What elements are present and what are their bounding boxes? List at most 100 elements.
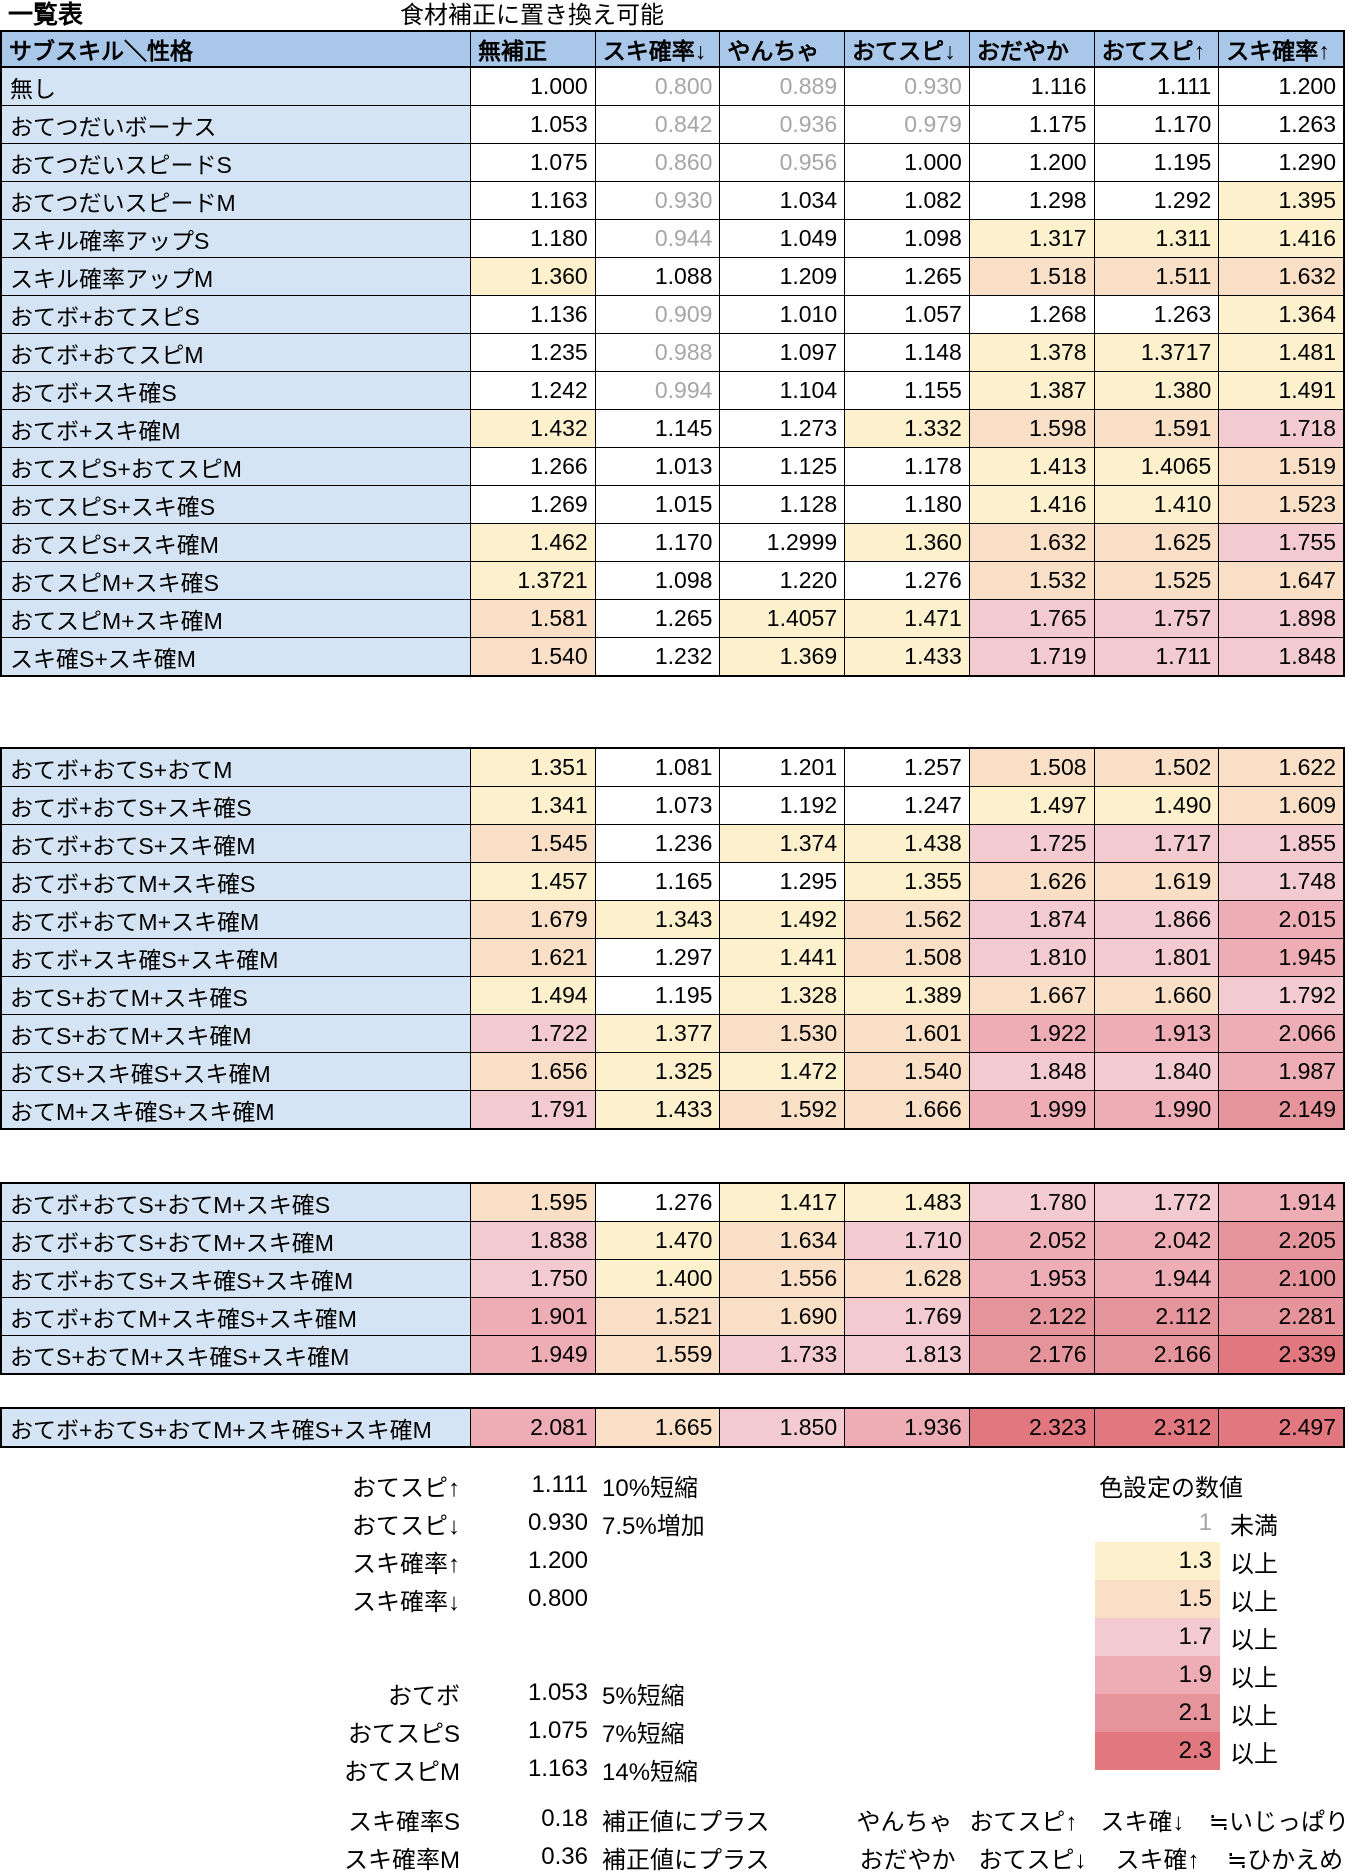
value-cell[interactable]: 1.377: [595, 1015, 720, 1052]
value-cell[interactable]: 1.341: [471, 787, 595, 824]
value-cell[interactable]: 0.930: [845, 68, 969, 105]
value-cell[interactable]: 1.725: [969, 825, 1094, 862]
value-cell[interactable]: 2.312: [1094, 1409, 1219, 1446]
value-cell[interactable]: 1.457: [471, 863, 595, 900]
value-cell[interactable]: 1.690: [720, 1298, 845, 1335]
value-cell[interactable]: 1.750: [471, 1260, 595, 1297]
value-cell[interactable]: 1.433: [595, 1091, 720, 1128]
value-cell[interactable]: 1.711: [1094, 638, 1219, 675]
value-cell[interactable]: 1.840: [1094, 1053, 1219, 1090]
value-cell[interactable]: 1.295: [720, 863, 845, 900]
value-cell[interactable]: 2.052: [969, 1222, 1094, 1259]
value-cell[interactable]: 1.666: [845, 1091, 969, 1128]
value-cell[interactable]: 1.332: [845, 410, 969, 447]
value-cell[interactable]: 1.780: [969, 1184, 1094, 1221]
value-cell[interactable]: 1.632: [969, 524, 1094, 561]
row-label-cell[interactable]: おてボ+スキ確S+スキ確M: [2, 939, 470, 976]
column-header-cell[interactable]: 無補正: [471, 32, 595, 66]
value-cell[interactable]: 1.098: [595, 562, 720, 599]
value-cell[interactable]: 1.945: [1219, 939, 1343, 976]
value-cell[interactable]: 1.400: [595, 1260, 720, 1297]
value-cell[interactable]: 1.263: [1094, 296, 1219, 333]
value-cell[interactable]: 1.192: [720, 787, 845, 824]
row-label-cell[interactable]: おてスピS+おてスピM: [2, 448, 470, 485]
value-cell[interactable]: 1.656: [471, 1053, 595, 1090]
value-cell[interactable]: 1.034: [720, 182, 845, 219]
row-label-cell[interactable]: おてボ+おてM+スキ確S: [2, 863, 470, 900]
value-cell[interactable]: 1.772: [1094, 1184, 1219, 1221]
value-cell[interactable]: 2.339: [1219, 1336, 1343, 1373]
column-header-cell[interactable]: おだやか: [969, 32, 1094, 66]
value-cell[interactable]: 1.380: [1094, 372, 1219, 409]
value-cell[interactable]: 0.944: [595, 220, 720, 257]
value-cell[interactable]: 1.325: [595, 1053, 720, 1090]
value-cell[interactable]: 1.494: [471, 977, 595, 1014]
value-cell[interactable]: 1.765: [969, 600, 1094, 637]
value-cell[interactable]: 1.116: [969, 68, 1094, 105]
value-cell[interactable]: 1.838: [471, 1222, 595, 1259]
value-cell[interactable]: 1.4065: [1094, 448, 1219, 485]
value-cell[interactable]: 1.178: [845, 448, 969, 485]
value-cell[interactable]: 1.665: [595, 1409, 720, 1446]
value-cell[interactable]: 1.598: [969, 410, 1094, 447]
value-cell[interactable]: 1.581: [471, 600, 595, 637]
value-cell[interactable]: 1.200: [969, 144, 1094, 181]
value-cell[interactable]: 1.483: [845, 1184, 969, 1221]
value-cell[interactable]: 1.619: [1094, 863, 1219, 900]
value-cell[interactable]: 1.914: [1219, 1184, 1343, 1221]
value-cell[interactable]: 1.276: [845, 562, 969, 599]
value-cell[interactable]: 1.660: [1094, 977, 1219, 1014]
value-cell[interactable]: 2.166: [1094, 1336, 1219, 1373]
row-label-cell[interactable]: おてボ+おてS+おてM+スキ確M: [2, 1222, 470, 1259]
value-cell[interactable]: 1.145: [595, 410, 720, 447]
row-label-cell[interactable]: スキル確率アップM: [2, 258, 470, 295]
value-cell[interactable]: 1.532: [969, 562, 1094, 599]
value-cell[interactable]: 1.432: [471, 410, 595, 447]
row-label-cell[interactable]: おてボ+おてM+スキ確S+スキ確M: [2, 1298, 470, 1335]
value-cell[interactable]: 1.266: [471, 448, 595, 485]
value-cell[interactable]: 1.417: [720, 1184, 845, 1221]
value-cell[interactable]: 1.088: [595, 258, 720, 295]
value-cell[interactable]: 1.748: [1219, 863, 1343, 900]
value-cell[interactable]: 0.956: [720, 144, 845, 181]
value-cell[interactable]: 1.898: [1219, 600, 1343, 637]
value-cell[interactable]: 1.209: [720, 258, 845, 295]
row-label-cell[interactable]: おてM+スキ確S+スキ確M: [2, 1091, 470, 1128]
row-label-cell[interactable]: おてS+おてM+スキ確S+スキ確M: [2, 1336, 470, 1373]
value-cell[interactable]: 2.176: [969, 1336, 1094, 1373]
value-cell[interactable]: 1.265: [845, 258, 969, 295]
row-label-cell[interactable]: おてつだいスピードS: [2, 144, 470, 181]
value-cell[interactable]: 1.626: [969, 863, 1094, 900]
value-cell[interactable]: 1.410: [1094, 486, 1219, 523]
row-label-cell[interactable]: おてS+おてM+スキ確M: [2, 1015, 470, 1052]
value-cell[interactable]: 1.128: [720, 486, 845, 523]
value-cell[interactable]: 1.523: [1219, 486, 1343, 523]
value-cell[interactable]: 1.492: [720, 901, 845, 938]
value-cell[interactable]: 1.180: [845, 486, 969, 523]
value-cell[interactable]: 1.792: [1219, 977, 1343, 1014]
value-cell[interactable]: 1.540: [471, 638, 595, 675]
row-label-cell[interactable]: おてボ+おてS+おてM: [2, 749, 470, 786]
column-header-cell[interactable]: スキ確率↓: [595, 32, 720, 66]
value-cell[interactable]: 1.276: [595, 1184, 720, 1221]
value-cell[interactable]: 1.722: [471, 1015, 595, 1052]
value-cell[interactable]: 1.913: [1094, 1015, 1219, 1052]
value-cell[interactable]: 2.112: [1094, 1298, 1219, 1335]
value-cell[interactable]: 1.556: [720, 1260, 845, 1297]
value-cell[interactable]: 1.269: [471, 486, 595, 523]
row-label-cell[interactable]: おてスピM+スキ確S: [2, 562, 470, 599]
value-cell[interactable]: 1.049: [720, 220, 845, 257]
value-cell[interactable]: 1.317: [969, 220, 1094, 257]
value-cell[interactable]: 1.136: [471, 296, 595, 333]
value-cell[interactable]: 1.518: [969, 258, 1094, 295]
value-cell[interactable]: 1.801: [1094, 939, 1219, 976]
row-label-cell[interactable]: おてボ+おてS+スキ確S: [2, 787, 470, 824]
value-cell[interactable]: 1.866: [1094, 901, 1219, 938]
value-cell[interactable]: 1.471: [845, 600, 969, 637]
value-cell[interactable]: 1.545: [471, 825, 595, 862]
value-cell[interactable]: 1.609: [1219, 787, 1343, 824]
value-cell[interactable]: 1.628: [845, 1260, 969, 1297]
value-cell[interactable]: 1.290: [1219, 144, 1343, 181]
value-cell[interactable]: 1.073: [595, 787, 720, 824]
value-cell[interactable]: 1.057: [845, 296, 969, 333]
